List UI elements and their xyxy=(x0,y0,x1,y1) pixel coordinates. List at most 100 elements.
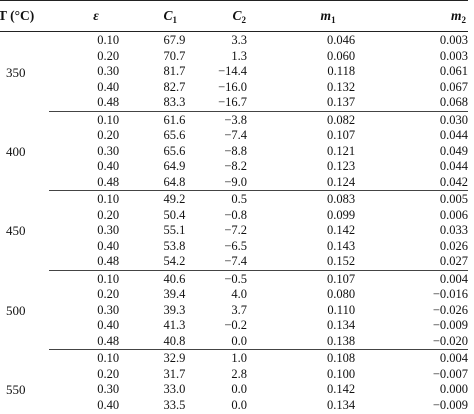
c1-cell: 55.1 xyxy=(163,223,186,238)
c1-cell: 33.0 xyxy=(163,382,186,397)
table-row: 0.30 55.1 −7.2 0.142 0.033 xyxy=(0,223,468,239)
m2-cell: 0.044 xyxy=(439,128,468,143)
header-c2-subscript: 2 xyxy=(241,14,246,25)
table-row: 0.48 83.3 −16.7 0.137 0.068 xyxy=(0,95,468,112)
table-row: 400 0.10 61.6 −3.8 0.082 0.030 xyxy=(0,111,468,159)
c2-cell: −14.4 xyxy=(218,64,248,79)
m1-cell: 0.132 xyxy=(326,79,356,94)
c2-cell: −9.0 xyxy=(187,174,278,191)
c2-cell: 0.0 xyxy=(187,333,278,350)
c2-cell: −0.8 xyxy=(224,207,248,222)
m1-cell: 0.100 xyxy=(326,366,356,381)
table-row: 0.40 33.5 0.0 0.134 −0.009 xyxy=(0,398,468,414)
c2-cell: −16.0 xyxy=(218,79,248,94)
c1-cell: 49.2 xyxy=(163,192,186,207)
eps-cell: 0.10 xyxy=(97,112,120,127)
c2-cell: 3.7 xyxy=(231,302,248,317)
c1-cell: 40.6 xyxy=(163,271,186,286)
m1-cell: 0.121 xyxy=(326,143,356,158)
m1-cell: 0.137 xyxy=(277,95,368,112)
table-row: 0.20 70.7 1.3 0.060 0.003 xyxy=(0,49,468,65)
table-row: 0.30 39.3 3.7 0.110 −0.026 xyxy=(0,303,468,319)
eps-cell: 0.30 xyxy=(97,302,120,317)
m2-cell: −0.009 xyxy=(432,318,468,333)
eps-cell: 0.20 xyxy=(97,366,120,381)
eps-cell: 0.48 xyxy=(48,95,124,112)
table-row: 0.48 54.2 −7.4 0.152 0.027 xyxy=(0,254,468,271)
c2-cell: 1.3 xyxy=(231,48,248,63)
eps-cell: 0.20 xyxy=(97,48,120,63)
temperature-cell: 450 xyxy=(6,223,26,239)
m1-cell: 0.108 xyxy=(326,351,356,366)
c1-cell: 41.3 xyxy=(163,318,186,333)
m1-cell: 0.124 xyxy=(277,174,368,191)
table-row: 0.30 81.7 −14.4 0.118 0.061 xyxy=(0,64,468,80)
c2-cell: −3.8 xyxy=(224,112,248,127)
m1-cell: 0.110 xyxy=(327,302,356,317)
m2-cell: −0.026 xyxy=(432,302,468,317)
header-m1-subscript: 1 xyxy=(331,14,336,25)
eps-cell: 0.40 xyxy=(97,397,120,412)
c2-cell: −8.2 xyxy=(224,159,248,174)
eps-cell: 0.20 xyxy=(97,207,120,222)
m2-cell: −0.020 xyxy=(367,333,468,350)
table-row: 350 0.10 67.9 3.3 0.046 0.003 xyxy=(0,32,468,79)
m1-cell: 0.080 xyxy=(326,287,356,302)
c1-cell: 82.7 xyxy=(163,79,186,94)
header-epsilon: ε xyxy=(48,0,124,32)
table-row: 0.20 65.6 −7.4 0.107 0.044 xyxy=(0,128,468,144)
m1-cell: 0.060 xyxy=(326,48,356,63)
header-c1-subscript: 1 xyxy=(172,14,178,25)
m2-cell: 0.067 xyxy=(439,79,468,94)
eps-cell: 0.20 xyxy=(97,128,120,143)
header-m2-subscript: 2 xyxy=(461,14,467,25)
m2-cell: 0.003 xyxy=(439,33,468,48)
c2-cell: 0.5 xyxy=(231,192,248,207)
c2-cell: −7.4 xyxy=(224,128,248,143)
m1-cell: 0.107 xyxy=(326,128,356,143)
c1-cell: 64.8 xyxy=(123,174,188,191)
table-row: 0.48 64.8 −9.0 0.124 0.042 xyxy=(0,174,468,191)
header-c1: C1 xyxy=(123,0,188,32)
eps-cell: 0.48 xyxy=(48,333,124,350)
eps-cell: 0.40 xyxy=(97,238,120,253)
m1-cell: 0.152 xyxy=(277,254,368,271)
m2-cell: 0.003 xyxy=(439,48,468,63)
m1-cell: 0.118 xyxy=(327,64,356,79)
c2-cell: 4.0 xyxy=(231,287,248,302)
table-row: 0.40 82.7 −16.0 0.132 0.067 xyxy=(0,80,468,96)
eps-cell: 0.48 xyxy=(48,174,124,191)
m2-cell: 0.005 xyxy=(439,192,468,207)
c2-cell: 2.8 xyxy=(231,366,248,381)
header-m1-symbol: m xyxy=(320,7,332,23)
c1-cell: 61.6 xyxy=(163,112,186,127)
eps-cell: 0.30 xyxy=(97,64,120,79)
eps-cell: 0.30 xyxy=(97,223,120,238)
m1-cell: 0.134 xyxy=(326,397,356,412)
header-temperature: T (°C) xyxy=(0,0,49,32)
m1-cell: 0.083 xyxy=(326,192,356,207)
c1-cell: 64.9 xyxy=(163,159,186,174)
eps-cell: 0.10 xyxy=(97,271,120,286)
c2-cell: −8.8 xyxy=(224,143,248,158)
table-row: 0.20 50.4 −0.8 0.099 0.006 xyxy=(0,208,468,224)
m2-cell: 0.004 xyxy=(439,351,468,366)
c1-cell: 67.9 xyxy=(163,33,186,48)
table-row: 550 0.10 32.9 1.0 0.108 0.004 xyxy=(0,350,468,397)
table-row: 0.20 31.7 2.8 0.100 −0.007 xyxy=(0,367,468,383)
eps-cell: 0.40 xyxy=(97,79,120,94)
table-row: 0.40 64.9 −8.2 0.123 0.044 xyxy=(0,159,468,175)
header-m2-symbol: m xyxy=(450,7,462,23)
temperature-cell: 400 xyxy=(6,143,26,159)
c2-cell: −0.5 xyxy=(224,271,248,286)
m1-cell: 0.082 xyxy=(326,112,356,127)
table-row: 0.48 40.8 0.0 0.138 −0.020 xyxy=(0,333,468,350)
header-m2: m2 xyxy=(367,0,468,32)
c1-cell: 40.8 xyxy=(123,333,188,350)
m1-cell: 0.142 xyxy=(326,382,356,397)
m2-cell: 0.061 xyxy=(439,64,468,79)
m2-cell: 0.044 xyxy=(439,159,468,174)
m2-cell: 0.042 xyxy=(367,174,468,191)
